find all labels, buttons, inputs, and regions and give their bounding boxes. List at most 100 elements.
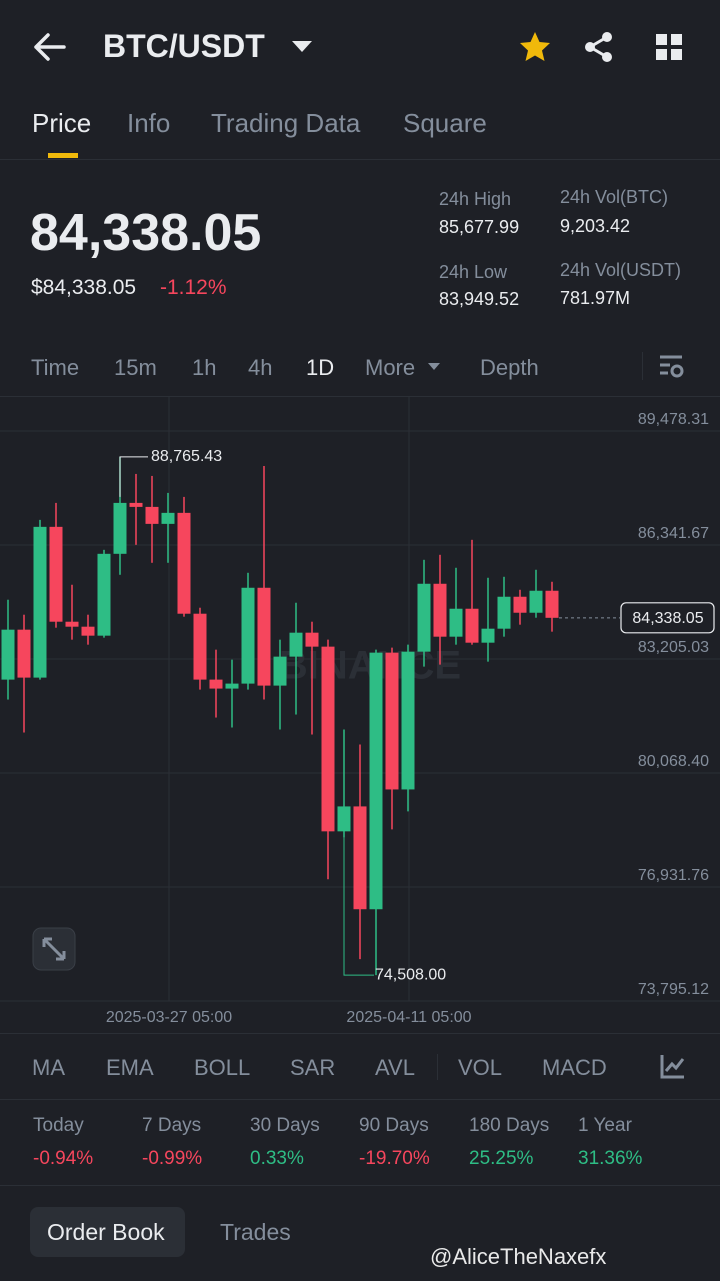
candle-body (401, 651, 415, 790)
candle-body (321, 646, 335, 832)
divider (0, 1185, 720, 1186)
stat-label: 24h Low (439, 262, 508, 282)
y-tick-label: 83,205.03 (638, 639, 709, 656)
interval[interactable]: 1h (192, 355, 217, 380)
y-tick-label: 73,795.12 (638, 981, 709, 998)
last-price: 84,338.05 (30, 204, 262, 262)
low-leader (343, 730, 374, 976)
y-tick-label: 80,068.40 (638, 753, 709, 770)
period-label: 90 Days (359, 1115, 429, 1136)
grid-menu[interactable] (655, 33, 685, 63)
candle-body (81, 626, 95, 636)
y-tick-label: 76,931.76 (638, 867, 709, 884)
interval[interactable]: Time (31, 355, 80, 380)
stat-label: 24h High (439, 189, 512, 209)
period-label: 180 Days (469, 1115, 550, 1136)
candle-body (65, 621, 79, 627)
divider (0, 159, 720, 160)
divider (0, 1099, 720, 1100)
candle-body (161, 512, 175, 524)
candle-body (33, 526, 47, 678)
back-button[interactable] (32, 30, 68, 64)
candle-body (225, 683, 239, 689)
candle-body (513, 596, 527, 613)
interval-active[interactable]: 1D (306, 355, 335, 380)
indicator[interactable]: EMA (106, 1055, 154, 1080)
period-change: 31.36% (578, 1148, 643, 1169)
x-tick-label: 2025-04-11 05:00 (346, 1009, 471, 1026)
share-button[interactable] (582, 30, 616, 64)
bottom-tab-active[interactable]: Order Book (47, 1219, 165, 1245)
stat-label: 24h Vol(USDT) (560, 260, 682, 280)
period-label: 30 Days (250, 1115, 320, 1136)
fullscreen-button[interactable] (32, 927, 76, 971)
period-label: 7 Days (142, 1115, 202, 1136)
indicator[interactable]: BOLL (194, 1055, 251, 1080)
stat-value: 85,677.99 (439, 217, 520, 237)
price-change: -1.12% (160, 276, 227, 299)
more-dropdown[interactable] (427, 362, 441, 372)
interval[interactable]: Depth (480, 355, 539, 380)
favorite-star[interactable] (517, 30, 553, 64)
candle-body (1, 629, 15, 680)
stat-value: 83,949.52 (439, 289, 520, 309)
candle-body (385, 652, 399, 790)
bottom-tab[interactable]: Trades (220, 1219, 291, 1245)
x-tick-label: 2025-03-27 05:00 (106, 1009, 232, 1026)
high-leader (119, 456, 148, 497)
candle-body (481, 628, 495, 643)
pair-title[interactable]: BTC/USDT (103, 28, 265, 64)
candle-body (145, 506, 159, 524)
indicator[interactable]: SAR (290, 1055, 336, 1080)
stat-label: 24h Vol(BTC) (560, 187, 669, 207)
high-label: 88,765.43 (151, 448, 222, 465)
stat-value: 781.97M (560, 288, 631, 308)
separator (642, 352, 643, 380)
divider (0, 1033, 720, 1034)
candle-body (497, 596, 511, 629)
period-change: -0.94% (33, 1148, 94, 1169)
tab-active[interactable]: Price (32, 108, 92, 138)
indicator[interactable]: AVL (375, 1055, 415, 1080)
candle-body (433, 583, 447, 637)
interval[interactable]: More (365, 355, 416, 380)
candle-body (289, 632, 303, 657)
candle-body (449, 608, 463, 637)
period-label: 1 Year (578, 1115, 632, 1136)
candle-body (49, 526, 63, 622)
indicator[interactable]: MACD (542, 1055, 607, 1080)
tab[interactable]: Square (403, 108, 487, 138)
period-change: 0.33% (250, 1148, 304, 1169)
usd-price: $84,338.05 (31, 276, 137, 299)
tab-background (30, 1207, 185, 1257)
candle-body (113, 502, 127, 554)
candle-body (369, 652, 383, 910)
indicator[interactable]: MA (32, 1055, 65, 1080)
indicator[interactable]: VOL (458, 1055, 503, 1080)
candle-body (273, 656, 287, 686)
pair-dropdown[interactable] (291, 40, 313, 54)
tab[interactable]: Info (127, 108, 171, 138)
candle-body (353, 806, 367, 910)
last-price-label: 84,338.05 (632, 610, 703, 627)
candle-body (545, 590, 559, 618)
last-price-box (620, 602, 715, 634)
candle-body (209, 679, 223, 689)
indicator-settings[interactable] (660, 1053, 686, 1079)
watermark: @AliceTheNaxefx (430, 1244, 607, 1269)
period-change: 25.25% (469, 1148, 534, 1169)
candle-body (17, 629, 31, 678)
tab[interactable]: Trading Data (211, 108, 361, 138)
candle-body (97, 553, 111, 636)
candle-body (177, 512, 191, 614)
interval[interactable]: 15m (114, 355, 157, 380)
candle-body (241, 587, 255, 684)
interval[interactable]: 4h (248, 355, 273, 380)
period-change: -19.70% (359, 1148, 430, 1169)
chart-settings[interactable] (658, 354, 686, 380)
candle-body (465, 608, 479, 643)
candle-body (257, 587, 271, 686)
candlestick-chart: BINANCE89,478.3186,341.6783,205.0380,068… (0, 397, 720, 1026)
tab-indicator (48, 153, 78, 158)
candle-body (193, 613, 207, 680)
